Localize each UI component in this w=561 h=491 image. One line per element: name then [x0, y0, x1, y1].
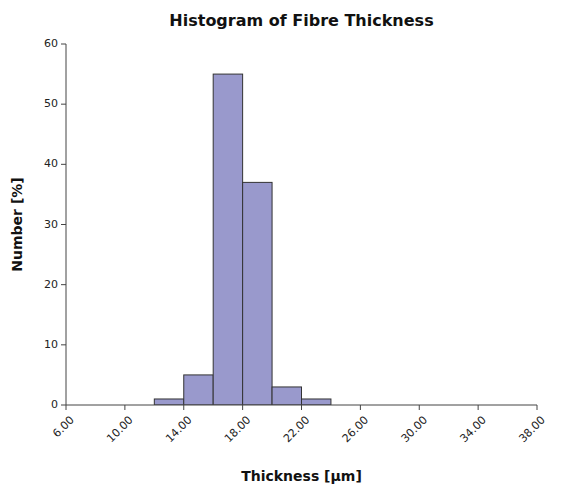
bars	[154, 74, 331, 405]
histogram-bar	[272, 387, 301, 405]
x-tick	[242, 405, 243, 410]
histogram-bar	[184, 375, 213, 405]
x-tick	[478, 405, 479, 410]
x-tick-label: 6.00	[50, 414, 77, 441]
x-tick-label: 22.00	[281, 414, 312, 445]
x-tick	[419, 405, 420, 410]
x-tick-label: 14.00	[163, 414, 194, 445]
x-tick	[124, 405, 125, 410]
y-axis-label: Number [%]	[9, 177, 25, 271]
y-tick-label: 20	[44, 278, 58, 291]
x-tick-label: 10.00	[104, 414, 135, 445]
y-tick	[61, 284, 66, 285]
x-tick-label: 34.00	[457, 414, 488, 445]
y-tick-label: 50	[44, 97, 58, 110]
histogram-bar	[243, 182, 272, 405]
y-tick	[61, 44, 66, 45]
x-axis-label: Thickness [μm]	[241, 468, 362, 484]
chart-container: 0 10 20 30 40 50 60 6.00 10.00 14.00 18.00 22.00 26.…	[0, 0, 561, 491]
histogram-bar	[154, 399, 183, 405]
y-tick	[61, 164, 66, 165]
x-tick	[183, 405, 184, 410]
y-tick-label: 60	[44, 37, 58, 50]
x-tick-label: 30.00	[399, 414, 430, 445]
y-tick-label: 30	[44, 218, 58, 231]
y-tick-label: 0	[51, 398, 58, 411]
chart: 0 10 20 30 40 50 60 6.00 10.00 14.00 18.00 22.00 26.…	[0, 0, 561, 491]
histogram-bar	[302, 399, 331, 405]
y-tick	[61, 405, 66, 406]
y-tick-label: 40	[44, 157, 58, 170]
y-tick-label: 10	[44, 338, 58, 351]
axes: 0 10 20 30 40 50 60 6.00 10.00 14.00 18.00 22.00 26.…	[44, 37, 548, 445]
x-tick	[360, 405, 361, 410]
y-tick	[61, 344, 66, 345]
x-tick-label: 38.00	[516, 414, 547, 445]
x-tick	[66, 405, 67, 410]
x-tick-label: 18.00	[222, 414, 253, 445]
x-tick	[301, 405, 302, 410]
y-tick	[61, 104, 66, 105]
x-tick	[537, 405, 538, 410]
histogram-bar	[213, 74, 242, 405]
title: Histogram of Fibre Thickness	[169, 11, 433, 30]
y-tick	[61, 224, 66, 225]
x-tick-label: 26.00	[340, 414, 371, 445]
